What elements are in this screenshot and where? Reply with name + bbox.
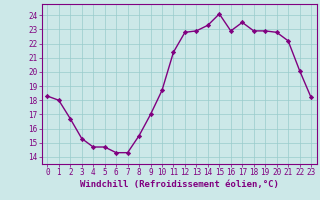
X-axis label: Windchill (Refroidissement éolien,°C): Windchill (Refroidissement éolien,°C) bbox=[80, 180, 279, 189]
